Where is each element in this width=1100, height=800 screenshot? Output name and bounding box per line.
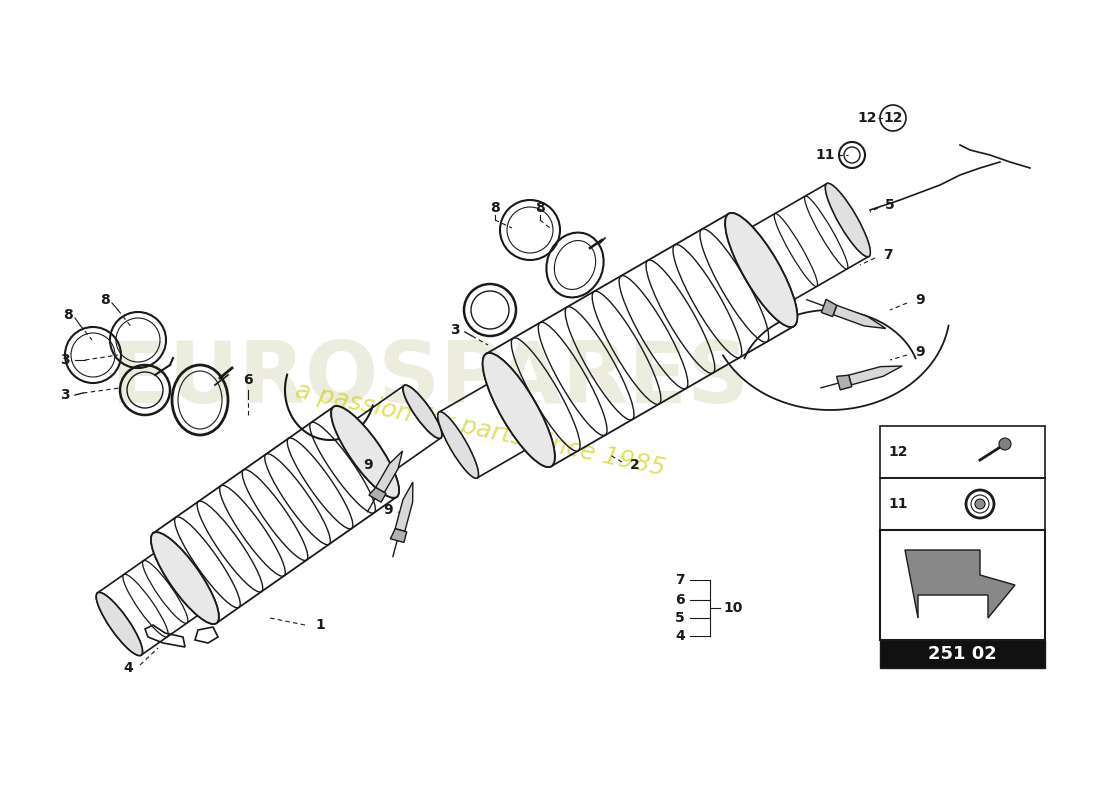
Polygon shape [376,451,403,493]
Text: 5: 5 [886,198,895,212]
Circle shape [999,438,1011,450]
Polygon shape [390,529,407,542]
Text: 12: 12 [857,111,877,125]
Ellipse shape [725,213,797,327]
Ellipse shape [438,412,478,478]
Text: 7: 7 [883,248,893,262]
Text: 7: 7 [675,573,685,587]
Text: 3: 3 [60,353,69,367]
Ellipse shape [151,532,219,624]
Text: 3: 3 [450,323,460,337]
Text: 10: 10 [724,601,743,615]
Text: 11: 11 [815,148,835,162]
Polygon shape [837,375,851,390]
Ellipse shape [825,183,870,257]
Text: 4: 4 [675,629,685,643]
Text: 3: 3 [60,388,69,402]
Text: 2: 2 [630,458,640,472]
Ellipse shape [96,592,143,655]
Text: a passion for parts since 1985: a passion for parts since 1985 [293,379,668,481]
Text: 6: 6 [675,593,685,607]
Polygon shape [368,487,386,502]
Text: EUROSPARES: EUROSPARES [110,338,749,422]
Text: 11: 11 [888,497,907,511]
Text: 1: 1 [315,618,324,632]
Text: 8: 8 [63,308,73,322]
Ellipse shape [331,406,399,498]
Text: 4: 4 [123,661,133,675]
Text: 12: 12 [883,111,903,125]
Text: 6: 6 [243,373,253,387]
Text: 251 02: 251 02 [928,645,997,663]
Polygon shape [395,482,412,531]
FancyBboxPatch shape [880,640,1045,668]
Text: 8: 8 [535,201,544,215]
Text: 5: 5 [675,611,685,625]
Ellipse shape [403,385,442,438]
Polygon shape [834,306,886,329]
Text: 9: 9 [363,458,373,472]
Ellipse shape [975,499,984,509]
Text: 9: 9 [383,503,393,517]
Text: 12: 12 [888,445,907,459]
Text: 8: 8 [491,201,499,215]
Text: 9: 9 [915,293,925,307]
Ellipse shape [483,353,554,467]
Polygon shape [849,366,902,385]
Text: 9: 9 [915,345,925,359]
Polygon shape [905,550,1015,618]
Polygon shape [822,299,837,317]
Text: 8: 8 [100,293,110,307]
